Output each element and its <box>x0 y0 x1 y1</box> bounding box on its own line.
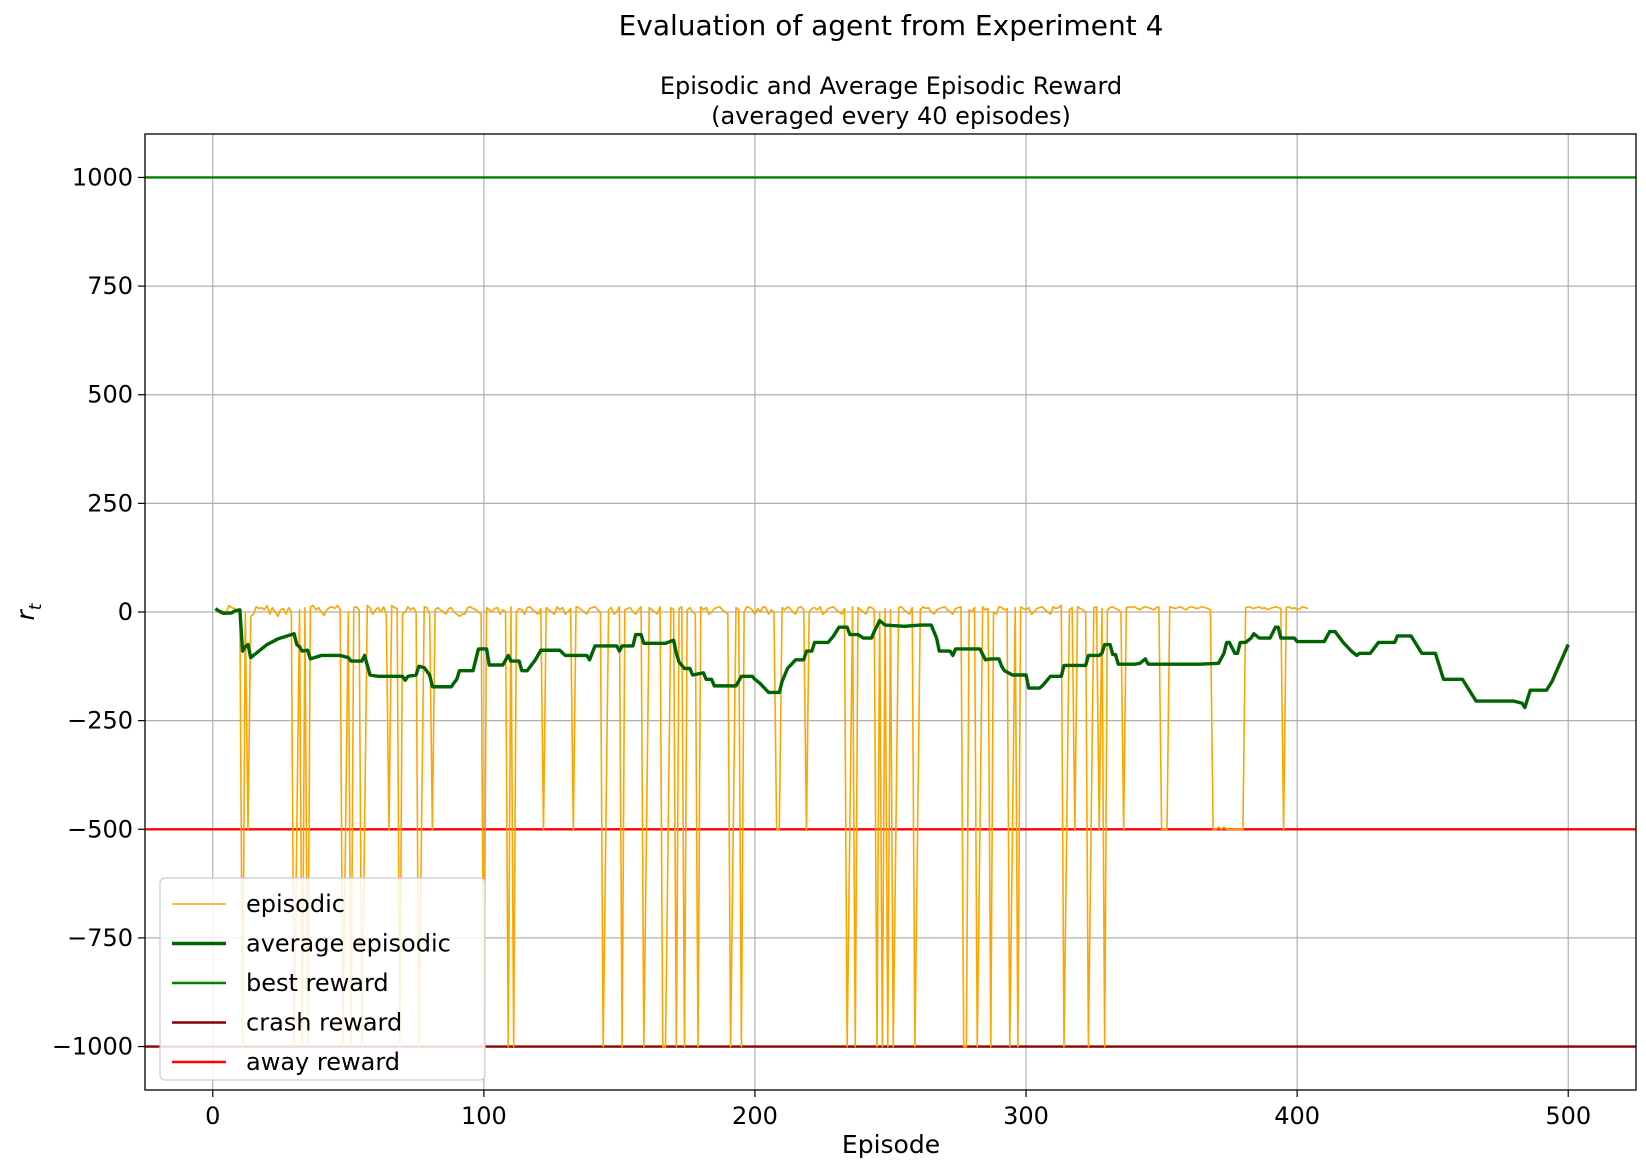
legend: episodic average episodic best reward crash… <box>159 877 486 1081</box>
y-tick-label: 500 <box>87 381 133 409</box>
x-tick-label: 200 <box>732 1102 778 1130</box>
y-tick-label: 1000 <box>72 163 133 191</box>
legend-label-away: away reward <box>246 1048 400 1076</box>
episodic-series-line <box>215 604 1309 1048</box>
x-tick-label: 500 <box>1545 1102 1591 1130</box>
x-tick-label: 300 <box>1003 1102 1049 1130</box>
y-tick-label: −500 <box>67 815 133 843</box>
legend-label-crash: crash reward <box>246 1009 402 1037</box>
x-axis-ticks: 0 100 200 300 400 500 <box>205 1090 1591 1130</box>
series-layer <box>214 604 1570 1048</box>
average-episodic-series-line <box>214 607 1570 710</box>
legend-box <box>159 877 486 1081</box>
y-axis-label-main: r <box>11 608 40 620</box>
y-tick-label: 750 <box>87 272 133 300</box>
legend-label-best: best reward <box>246 969 389 997</box>
x-axis-label: Episode <box>842 1130 940 1159</box>
y-axis-ticks: 1000 750 500 250 0 −250 −500 −750 −1000 <box>52 163 145 1061</box>
x-tick-label: 100 <box>461 1102 507 1130</box>
y-tick-label: −750 <box>67 924 133 952</box>
y-tick-label: −250 <box>67 707 133 735</box>
chart-title-line2: (averaged every 40 episodes) <box>711 102 1071 130</box>
y-axis-label: rt <box>11 602 46 620</box>
y-tick-label: −1000 <box>52 1033 133 1061</box>
y-tick-label: 0 <box>118 598 133 626</box>
y-axis-label-subscript: t <box>26 602 46 610</box>
y-tick-label: 250 <box>87 489 133 517</box>
legend-label-episodic: episodic <box>246 890 345 918</box>
figure-suptitle: Evaluation of agent from Experiment 4 <box>619 9 1164 42</box>
x-tick-label: 400 <box>1274 1102 1320 1130</box>
legend-label-average: average episodic <box>246 930 451 958</box>
chart-title-line1: Episodic and Average Episodic Reward <box>660 72 1122 100</box>
x-tick-label: 0 <box>205 1102 220 1130</box>
